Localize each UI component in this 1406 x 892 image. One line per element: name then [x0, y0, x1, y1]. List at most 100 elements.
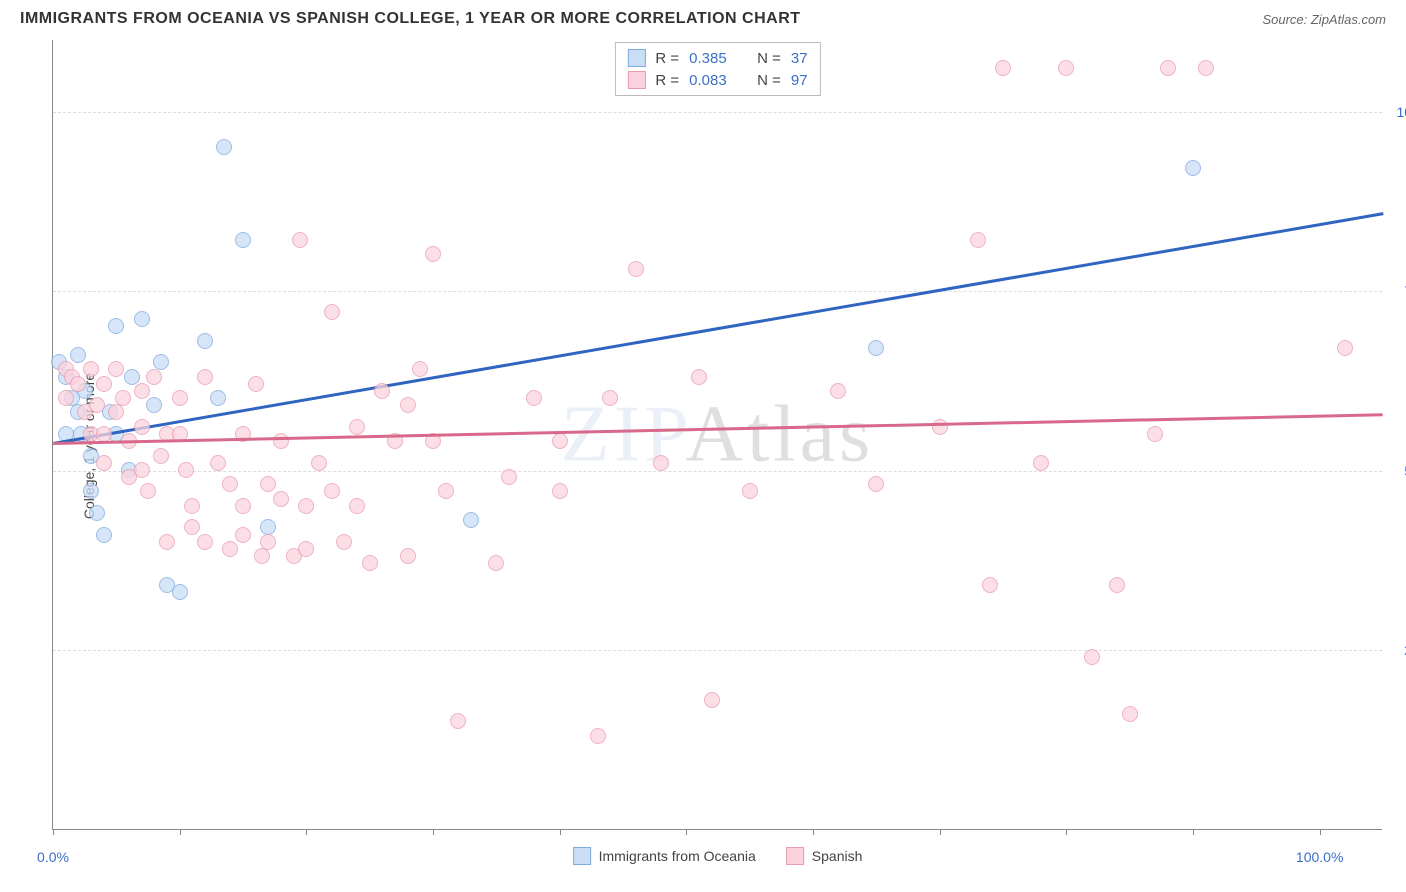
data-point [425, 246, 441, 262]
data-point [488, 555, 504, 571]
data-point [210, 455, 226, 471]
data-point [134, 462, 150, 478]
data-point [184, 498, 200, 514]
x-tick [940, 829, 941, 835]
x-tick [306, 829, 307, 835]
trend-line [53, 413, 1383, 444]
data-point [324, 483, 340, 499]
data-point [438, 483, 454, 499]
data-point [172, 390, 188, 406]
data-point [400, 548, 416, 564]
gridline [53, 650, 1382, 651]
data-point [108, 404, 124, 420]
x-tick [813, 829, 814, 835]
source-label: Source: ZipAtlas.com [1262, 12, 1386, 27]
data-point [311, 455, 327, 471]
x-tick [1320, 829, 1321, 835]
data-point [1122, 706, 1138, 722]
data-point [501, 469, 517, 485]
data-point [653, 455, 669, 471]
data-point [1033, 455, 1049, 471]
data-point [83, 361, 99, 377]
legend-label: Immigrants from Oceania [599, 848, 756, 864]
data-point [298, 541, 314, 557]
data-point [691, 369, 707, 385]
data-point [124, 369, 140, 385]
data-point [96, 455, 112, 471]
data-point [349, 498, 365, 514]
data-point [134, 419, 150, 435]
data-point [1160, 60, 1176, 76]
data-point [89, 505, 105, 521]
data-point [222, 541, 238, 557]
data-point [336, 534, 352, 550]
data-point [1084, 649, 1100, 665]
data-point [153, 448, 169, 464]
legend-swatch [627, 49, 645, 67]
data-point [602, 390, 618, 406]
data-point [70, 347, 86, 363]
data-point [70, 376, 86, 392]
correlation-legend: R =0.385N =37R =0.083N =97 [614, 42, 820, 96]
data-point [552, 483, 568, 499]
data-point [995, 60, 1011, 76]
legend-swatch [786, 847, 804, 865]
n-label: N = [757, 72, 781, 89]
data-point [83, 483, 99, 499]
plot-area: ZIPAtlas R =0.385N =37R =0.083N =97 Immi… [52, 40, 1382, 830]
data-point [704, 692, 720, 708]
data-point [222, 476, 238, 492]
data-point [1058, 60, 1074, 76]
data-point [1109, 577, 1125, 593]
data-point [412, 361, 428, 377]
data-point [108, 361, 124, 377]
data-point [96, 426, 112, 442]
data-point [235, 232, 251, 248]
data-point [1198, 60, 1214, 76]
series-legend: Immigrants from Oceania Spanish [573, 847, 863, 865]
data-point [96, 527, 112, 543]
legend-label: Spanish [812, 848, 863, 864]
y-tick-label: 100.0% [1397, 104, 1406, 120]
data-point [970, 232, 986, 248]
x-tick [1193, 829, 1194, 835]
data-point [134, 383, 150, 399]
data-point [932, 419, 948, 435]
data-point [210, 390, 226, 406]
data-point [108, 318, 124, 334]
data-point [260, 534, 276, 550]
data-point [374, 383, 390, 399]
data-point [89, 397, 105, 413]
x-tick [180, 829, 181, 835]
data-point [248, 376, 264, 392]
data-point [146, 369, 162, 385]
data-point [298, 498, 314, 514]
legend-swatch [627, 71, 645, 89]
data-point [349, 419, 365, 435]
x-tick-label: 0.0% [37, 849, 69, 865]
data-point [362, 555, 378, 571]
data-point [1147, 426, 1163, 442]
r-label: R = [655, 72, 679, 89]
n-label: N = [757, 50, 781, 67]
data-point [552, 433, 568, 449]
x-tick [433, 829, 434, 835]
data-point [1337, 340, 1353, 356]
data-point [115, 390, 131, 406]
data-point [178, 462, 194, 478]
trend-line [53, 212, 1383, 444]
r-value: 0.083 [689, 72, 737, 89]
data-point [159, 534, 175, 550]
data-point [235, 527, 251, 543]
data-point [197, 534, 213, 550]
data-point [1185, 160, 1201, 176]
chart-title: IMMIGRANTS FROM OCEANIA VS SPANISH COLLE… [20, 10, 801, 28]
data-point [184, 519, 200, 535]
gridline [53, 291, 1382, 292]
data-point [216, 139, 232, 155]
data-point [273, 491, 289, 507]
data-point [292, 232, 308, 248]
data-point [254, 548, 270, 564]
data-point [235, 498, 251, 514]
data-point [172, 584, 188, 600]
